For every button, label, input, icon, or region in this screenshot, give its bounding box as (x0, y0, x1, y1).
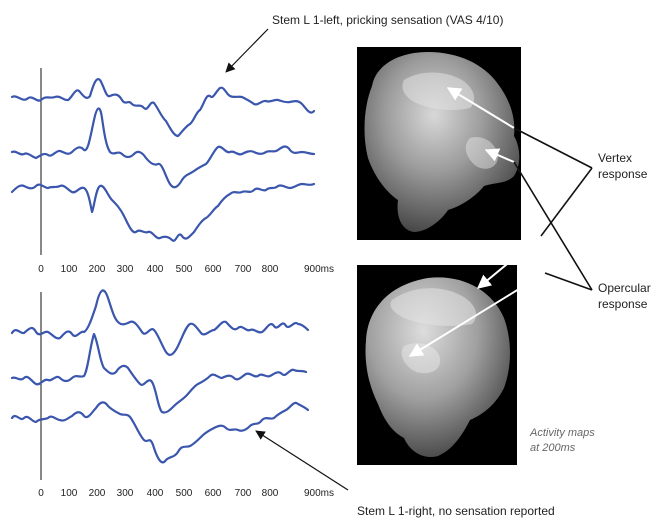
bottom-tick-label: 900ms (304, 488, 334, 499)
bottom-trace-3 (10, 401, 310, 464)
vertex-activity-bottom (390, 288, 477, 326)
bottom-tick-labels: 0 100 200 300 400 500 600 700 800 900ms (38, 488, 334, 499)
opercular-connector-bottom (544, 272, 593, 291)
bottom-erp-panel: 0 100 200 300 400 500 600 700 800 900ms (10, 289, 334, 499)
top-tick-label: 800 (262, 264, 279, 275)
top-trace-2 (10, 107, 316, 189)
opercular-connector-top (513, 161, 593, 291)
brain-render-top (364, 52, 520, 232)
top-tick-label: 700 (235, 264, 252, 275)
opercular-arrow-top (484, 148, 515, 163)
top-caption: Stem L 1-left, pricking sensation (VAS 4… (272, 13, 503, 27)
bottom-trace-2 (10, 332, 308, 414)
bottom-tick-label: 500 (176, 488, 193, 499)
top-tick-label: 400 (147, 264, 164, 275)
top-tick-label: 600 (205, 264, 222, 275)
activity-maps-caption-line2: at 200ms (530, 442, 576, 454)
vertex-arrow-top (446, 87, 515, 129)
bottom-tick-label: 100 (61, 488, 78, 499)
bottom-tick-label: 600 (205, 488, 222, 499)
top-tick-label: 300 (117, 264, 134, 275)
brain-render-bottom (365, 277, 510, 458)
bottom-tick-label: 800 (262, 488, 279, 499)
opercular-label-line1: Opercular (598, 281, 651, 295)
top-tick-label: 0 (38, 264, 44, 275)
bottom-tick-label: 200 (89, 488, 106, 499)
vertex-activity-top (402, 72, 475, 110)
vertex-label-line2: response (598, 167, 648, 181)
vertex-connector-top (513, 127, 593, 169)
vertex-arrow-bottom (476, 235, 542, 289)
activity-map-bottom (357, 235, 546, 465)
label-connectors (513, 127, 593, 291)
top-trace-1 (10, 78, 316, 138)
activity-maps-caption-line1: Activity maps (529, 427, 595, 439)
bottom-tick-label: 0 (38, 488, 44, 499)
opercular-label-line2: response (598, 297, 648, 311)
top-trace-3 (10, 182, 316, 242)
vertex-label-line1: Vertex (598, 151, 632, 165)
bottom-tick-label: 400 (147, 488, 164, 499)
opercular-arrow-bottom (408, 272, 546, 357)
top-tick-labels: 0 100 200 300 400 500 600 700 800 900ms (38, 264, 334, 275)
top-tick-label: 100 (61, 264, 78, 275)
bottom-caption: Stem L 1-right, no sensation reported (357, 504, 555, 518)
top-caption-arrow (225, 28, 269, 73)
bottom-caption-arrow (255, 430, 349, 491)
top-erp-panel: 0 100 200 300 400 500 600 700 800 900ms (10, 68, 334, 275)
vertex-connector-bottom (540, 167, 593, 237)
top-tick-label: 200 (89, 264, 106, 275)
activity-map-top (357, 47, 521, 240)
top-tick-label: 500 (176, 264, 193, 275)
bottom-tick-label: 300 (117, 488, 134, 499)
bottom-trace-1 (10, 289, 310, 356)
top-tick-label: 900ms (304, 264, 334, 275)
bottom-tick-label: 700 (235, 488, 252, 499)
